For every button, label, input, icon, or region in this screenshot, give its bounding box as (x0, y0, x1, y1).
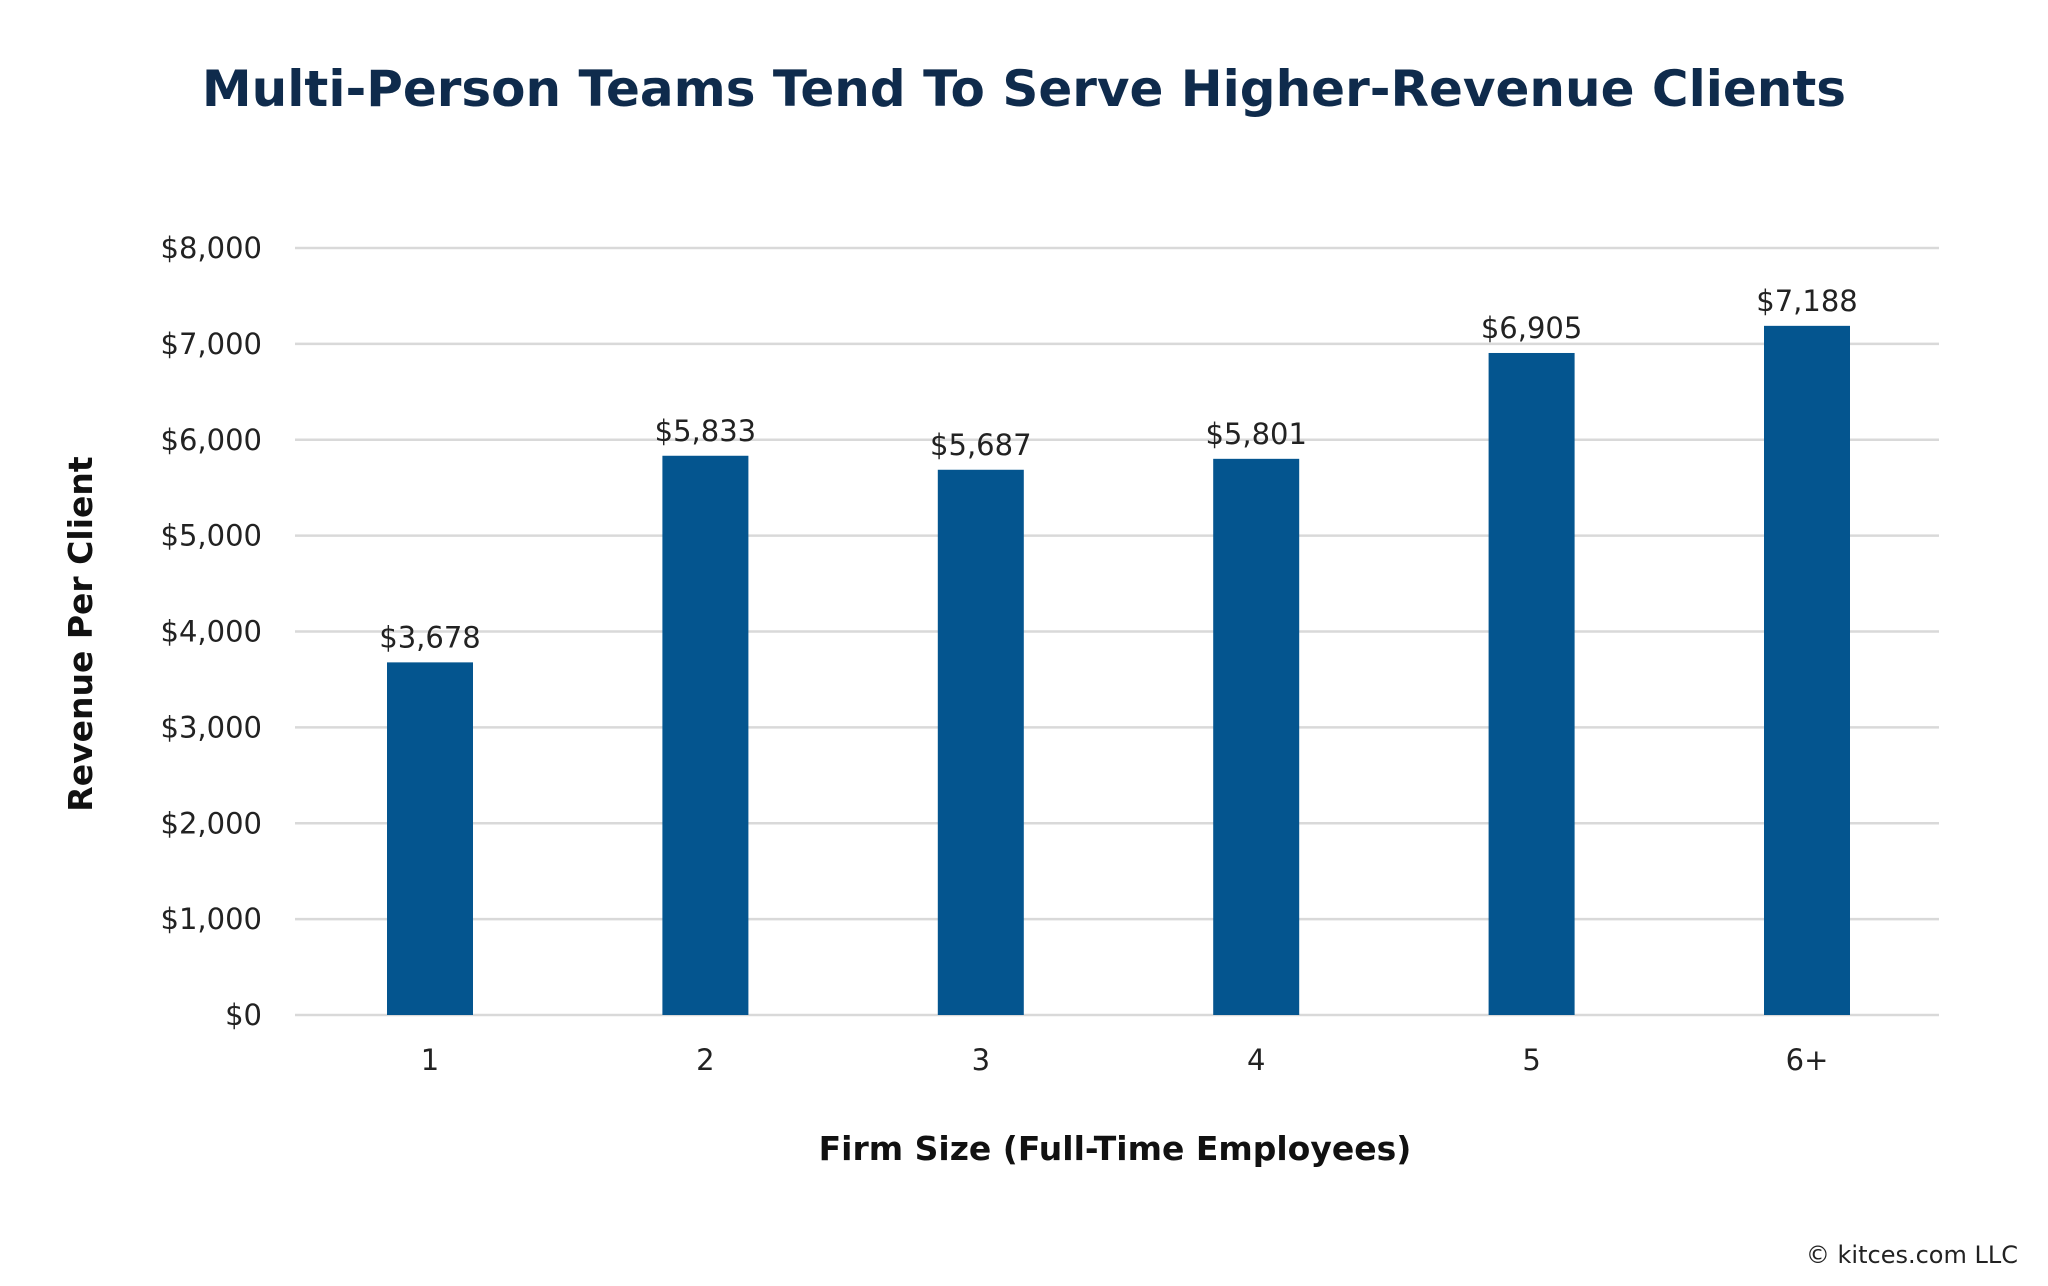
bar-4 (1213, 458, 1300, 1016)
copyright: © kitces.com LLC (1806, 1241, 2018, 1269)
y-tick-label: $8,000 (161, 231, 262, 265)
data-label: $6,905 (1481, 311, 1582, 345)
bar-6+ (1764, 325, 1850, 1016)
x-tick-label: 2 (696, 1043, 714, 1077)
y-tick-label: $7,000 (161, 327, 262, 361)
data-label: $7,188 (1756, 284, 1857, 318)
chart-title: Multi-Person Teams Tend To Serve Higher-… (202, 60, 1846, 118)
y-tick-label: $0 (225, 998, 262, 1032)
y-tick-label: $1,000 (161, 902, 262, 936)
x-axis-label: Firm Size (Full-Time Employees) (819, 1129, 1412, 1168)
y-tick-label: $3,000 (161, 710, 262, 744)
bar-2 (662, 455, 749, 1016)
x-tick-label: 6+ (1786, 1043, 1829, 1077)
y-tick-label: $2,000 (161, 806, 262, 840)
x-tick-label: 1 (421, 1043, 439, 1077)
x-tick-label: 5 (1522, 1043, 1540, 1077)
bar-5 (1488, 352, 1575, 1015)
y-tick-label: $5,000 (161, 519, 262, 553)
y-tick-label: $4,000 (161, 615, 262, 649)
data-label: $5,833 (655, 414, 756, 448)
y-axis-label: Revenue Per Client (61, 456, 100, 812)
data-label: $5,801 (1205, 417, 1306, 451)
x-tick-label: 4 (1247, 1043, 1265, 1077)
data-label: $3,678 (379, 620, 480, 654)
x-tick-label: 3 (972, 1043, 990, 1077)
bar-1 (387, 662, 473, 1015)
data-label: $5,687 (930, 428, 1031, 462)
y-tick-label: $6,000 (161, 423, 262, 457)
bar-3 (937, 469, 1024, 1015)
